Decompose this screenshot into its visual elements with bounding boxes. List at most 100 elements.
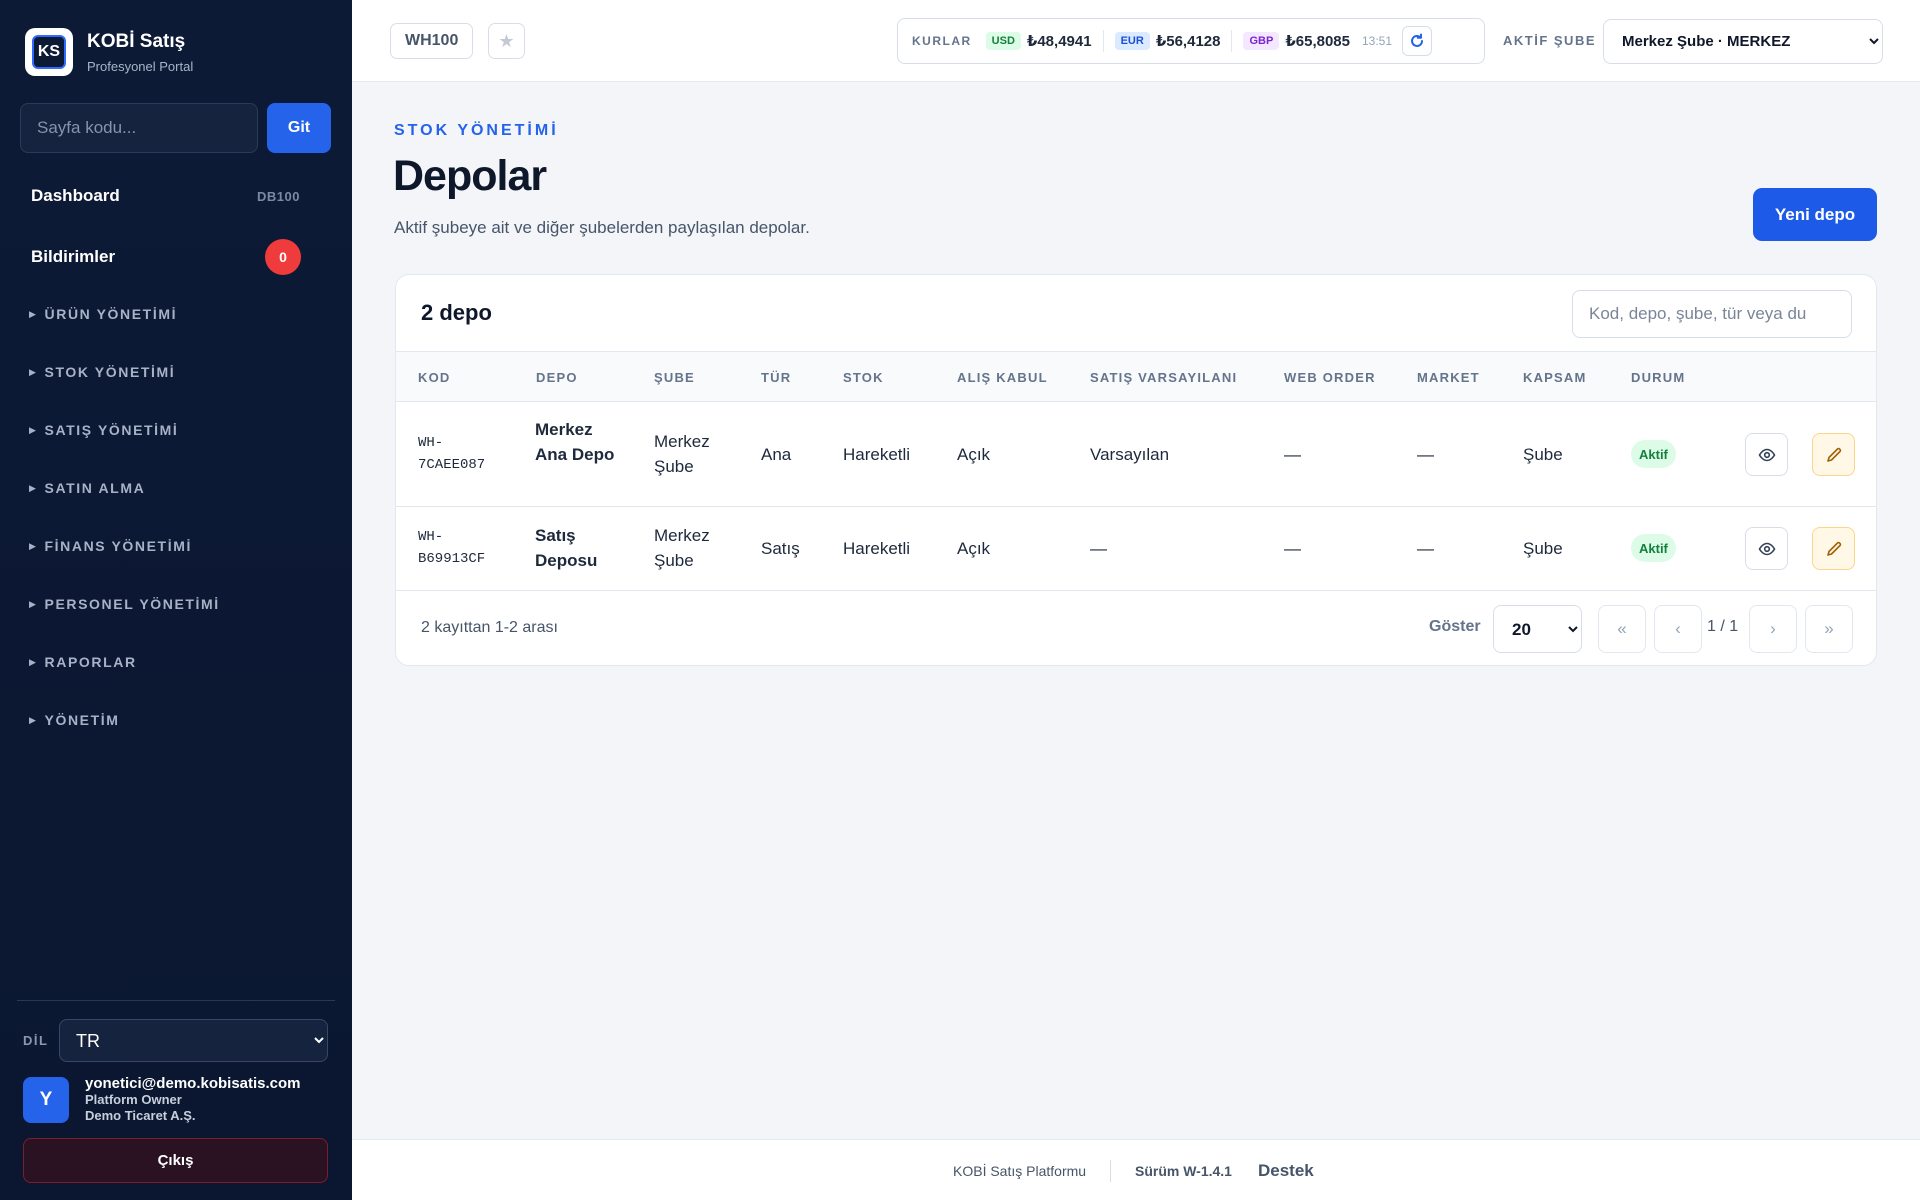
sidebar-group-stok[interactable]: ▶ STOK YÖNETİMİ [29,364,175,380]
cell-type: Satış [761,539,800,558]
cell-stock: Hareketli [843,539,911,558]
language-label: DİL [23,1033,49,1048]
last-page-button[interactable]: » [1805,605,1853,653]
cell-type: Ana [761,445,792,464]
avatar: Y [23,1077,69,1123]
col-sube[interactable]: ŞUBE [654,370,695,385]
record-count: 2 depo [421,300,492,325]
sidebar-item-label: Bildirimler [31,247,116,266]
table-row[interactable]: WH- 7CAEE087 Merkez Ana Depo Merkez Şube … [396,402,1876,507]
prev-page-button[interactable]: ‹ [1654,605,1702,653]
active-branch-select[interactable]: Merkez Şube · MERKEZ [1603,19,1883,64]
card-header: 2 depo [396,275,1876,352]
sidebar-group-raporlar[interactable]: ▶ RAPORLAR [29,654,137,670]
status-badge: Aktif [1631,440,1676,468]
page-footer: KOBİ Satış Platformu Sürüm W-1.4.1 Deste… [352,1139,1920,1200]
sidebar-group-satis[interactable]: ▶ SATIŞ YÖNETİMİ [29,422,178,438]
sidebar-group-label: RAPORLAR [44,654,137,670]
caret-right-icon: ▶ [29,308,38,319]
view-eye-icon[interactable] [1745,527,1788,570]
sidebar-group-urun[interactable]: ▶ ÜRÜN YÖNETİMİ [29,306,177,322]
sidebar-group-label: YÖNETİM [44,712,120,728]
next-page-button[interactable]: › [1749,605,1797,653]
view-eye-icon[interactable] [1745,433,1788,476]
cell-sales-default: Varsayılan [1090,445,1170,464]
language-select[interactable]: TR [59,1019,328,1062]
cell-branch: Merkez Şube [654,432,710,476]
rates-time: 13:51 [1362,34,1393,48]
brand[interactable]: KS KOBİ Satış Profesyonel Portal [25,28,193,76]
first-page-button[interactable]: « [1598,605,1646,653]
brand-title: KOBİ Satış [87,30,186,52]
sidebar-group-label: ÜRÜN YÖNETİMİ [44,306,178,322]
sidebar-group-yonetim[interactable]: ▶ YÖNETİM [29,712,120,728]
col-market[interactable]: MARKET [1417,370,1480,385]
divider [1102,30,1104,52]
cell-purchase: Açık [957,445,991,464]
col-tur[interactable]: TÜR [761,370,792,385]
table-footer: 2 kayıttan 1-2 arası Göster 20 « ‹ 1 / 1… [396,591,1876,665]
col-alis-kabul[interactable]: ALIŞ KABUL [957,370,1048,385]
cell-depot: Satış Deposu [535,526,598,570]
logout-button[interactable]: Çıkış [23,1138,328,1183]
page-description: Aktif şubeye ait ve diğer şubelerden pay… [394,218,810,237]
cell-market: — [1417,539,1434,558]
caret-right-icon: ▶ [29,598,38,609]
sidebar-item-notifications[interactable]: Bildirimler 0 [31,239,301,275]
divider [1110,1160,1111,1182]
caret-right-icon: ▶ [29,540,38,551]
page-code-form: Git [20,103,331,153]
edit-pencil-icon[interactable] [1812,527,1855,570]
footer-platform: KOBİ Satış Platformu [953,1163,1087,1179]
logo-mark: KS [32,35,66,69]
table-header: KOD DEPO ŞUBE TÜR STOK ALIŞ KABUL SATIŞ … [396,352,1876,402]
sidebar-item-dashboard[interactable]: Dashboard DB100 [31,186,301,206]
pagination-info: 2 kayıttan 1-2 arası [421,619,558,636]
sidebar-group-finans[interactable]: ▶ FİNANS YÖNETİMİ [29,538,192,554]
topbar: WH100 ★ KURLAR USD ₺48,4941 EUR ₺56,4128… [352,0,1920,82]
logo: KS [25,28,73,76]
table-row[interactable]: WH- B69913CF Satış Deposu Merkez Şube Sat… [396,507,1876,591]
cell-sales-default: — [1090,539,1107,558]
col-durum[interactable]: DURUM [1631,370,1686,385]
support-link[interactable]: Destek [1258,1161,1314,1180]
rate-usd: ₺48,4941 [1026,33,1092,50]
col-depo[interactable]: DEPO [536,370,578,385]
page-title: Depolar [393,152,547,200]
user-email: yonetici@demo.kobisatis.com [85,1075,301,1092]
caret-right-icon: ▶ [29,366,38,377]
col-kod[interactable]: KOD [418,370,451,385]
page-code-input[interactable] [20,103,258,153]
page-size-select[interactable]: 20 [1493,605,1582,653]
sidebar: KS KOBİ Satış Profesyonel Portal Git Das… [0,0,352,1200]
sidebar-group-label: SATIN ALMA [44,480,146,496]
footer-version: Sürüm W-1.4.1 [1135,1163,1232,1179]
table-search-input[interactable] [1572,290,1852,338]
favorite-star-icon[interactable]: ★ [488,23,525,59]
user-card: Y yonetici@demo.kobisatis.com Platform O… [23,1076,301,1124]
page-code-chip: WH100 [390,23,474,59]
sidebar-group-label: STOK YÖNETİMİ [44,364,176,380]
cell-market: — [1417,445,1434,464]
user-role: Platform Owner [85,1092,182,1107]
cell-scope: Şube [1523,445,1563,464]
col-stok[interactable]: STOK [843,370,884,385]
col-kapsam[interactable]: KAPSAM [1523,370,1587,385]
sidebar-group-personel[interactable]: ▶ PERSONEL YÖNETİMİ [29,596,220,612]
sidebar-divider [17,1000,335,1001]
currency-usd-badge: USD [985,32,1021,50]
cell-web-order: — [1284,539,1301,558]
col-web-order[interactable]: WEB ORDER [1284,370,1376,385]
goto-button[interactable]: Git [267,103,331,153]
col-satis-varsayilani[interactable]: SATIŞ VARSAYILANI [1090,370,1238,385]
sidebar-group-satin-alma[interactable]: ▶ SATIN ALMA [29,480,145,496]
sidebar-item-code: DB100 [257,188,300,204]
brand-subtitle: Profesyonel Portal [87,58,194,74]
refresh-icon[interactable] [1402,26,1433,56]
currency-eur-badge: EUR [1114,32,1150,50]
cell-scope: Şube [1523,539,1563,558]
cell-purchase: Açık [957,539,991,558]
edit-pencil-icon[interactable] [1812,433,1855,476]
rate-gbp: ₺65,8085 [1285,33,1350,50]
new-depot-button[interactable]: Yeni depo [1753,188,1877,241]
